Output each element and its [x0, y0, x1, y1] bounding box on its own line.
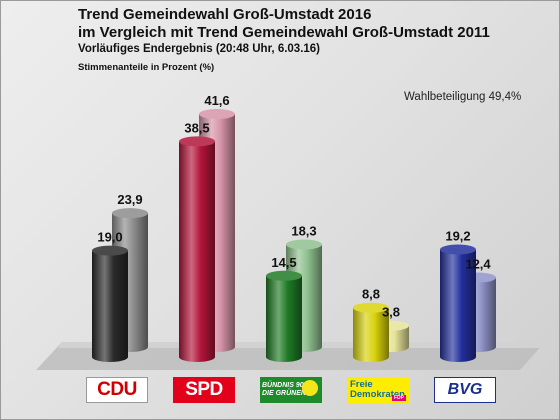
data-label-2011-bvg: 12,4	[465, 257, 491, 272]
chart-title-line2: im Vergleich mit Trend Gemeindewahl Groß…	[78, 24, 490, 41]
bar-2016-bvg	[440, 244, 476, 362]
data-label-2016-bvg: 19,2	[445, 228, 470, 243]
cdu-logo: CDU	[86, 377, 148, 403]
data-label-2016-cdu: 19,0	[97, 230, 122, 245]
cdu-logo-text: CDU	[97, 379, 137, 400]
y-axis-label: Stimmenanteile in Prozent (%)	[78, 62, 215, 73]
gruene-logo: BÜNDNIS 90 DIE GRÜNEN	[260, 377, 322, 403]
data-label-2011-cdu: 23,9	[117, 192, 142, 207]
spd-logo: SPD	[173, 377, 235, 403]
data-label-2016-fdp: 8,8	[362, 287, 380, 302]
bar-2016-cdu	[92, 245, 128, 362]
bar-2016-fdp	[353, 302, 389, 362]
bvg-logo: BVG	[434, 377, 496, 403]
chart-title: Trend Gemeindewahl Groß-Umstadt 2016	[78, 6, 372, 23]
bar-2016-spd	[179, 136, 215, 362]
fdp-logo-line2: Demokraten	[350, 389, 405, 400]
fdp-logo-tag: FDP	[392, 395, 406, 401]
turnout-annotation: Wahlbeteiligung 49,4%	[404, 91, 522, 103]
bar-2016-grne	[266, 270, 302, 362]
data-label-2011-spd: 41,6	[204, 93, 229, 108]
fdp-logo: Freie Demokraten FDP	[347, 377, 409, 403]
data-label-2016-spd: 38,5	[184, 120, 209, 135]
sunflower-icon	[302, 380, 318, 396]
data-label-2016-grne: 14,5	[271, 255, 296, 270]
data-label-2011-fdp: 3,8	[382, 305, 400, 320]
gruene-logo-line2: DIE GRÜNEN	[262, 390, 306, 397]
chart-status: Vorläufiges Endergebnis (20:48 Uhr, 6.03…	[78, 43, 321, 55]
bvg-logo-text: BVG	[447, 381, 483, 398]
gruene-logo-line1: BÜNDNIS 90	[262, 382, 304, 389]
fdp-logo-line1: Freie	[350, 379, 373, 390]
data-label-2011-grne: 18,3	[291, 224, 316, 239]
spd-logo-text: SPD	[185, 379, 223, 400]
